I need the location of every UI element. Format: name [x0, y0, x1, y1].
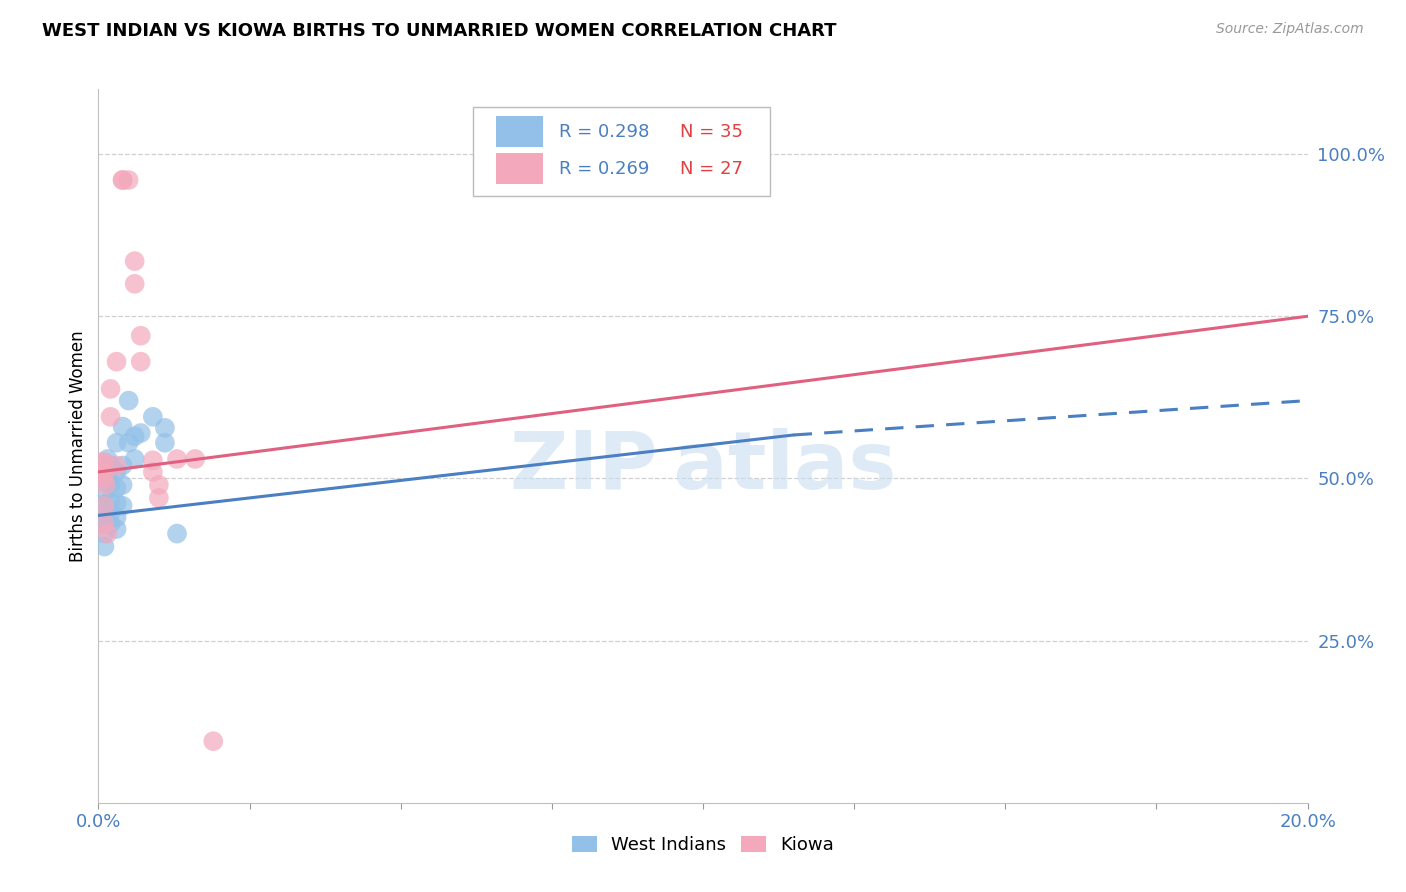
FancyBboxPatch shape: [496, 153, 543, 185]
Y-axis label: Births to Unmarried Women: Births to Unmarried Women: [69, 330, 87, 562]
Point: [100, 409, 122, 424]
Point: [90, 455, 112, 469]
Point: [111, 419, 134, 434]
Point: [105, 496, 128, 510]
Point: [105, 435, 128, 450]
Point: [90, 465, 112, 479]
Point: [100, 494, 122, 508]
Point: [93, 499, 115, 513]
Point: [129, 328, 152, 343]
Point: [129, 425, 152, 440]
Point: [124, 429, 146, 443]
Point: [96, 526, 118, 541]
Point: [93, 516, 115, 531]
Point: [166, 526, 188, 541]
Point: [166, 452, 188, 467]
FancyBboxPatch shape: [496, 116, 543, 147]
Point: [96, 452, 118, 467]
Point: [105, 510, 128, 524]
Point: [105, 522, 128, 536]
Point: [98, 465, 121, 479]
FancyBboxPatch shape: [474, 107, 769, 196]
Point: [111, 478, 134, 492]
Point: [124, 254, 146, 268]
Point: [153, 435, 176, 450]
Legend: West Indians, Kiowa: West Indians, Kiowa: [564, 829, 842, 862]
Point: [105, 465, 128, 479]
Point: [93, 484, 115, 499]
Text: ZIP atlas: ZIP atlas: [510, 428, 896, 507]
Point: [118, 173, 141, 187]
Point: [148, 491, 170, 505]
Point: [142, 409, 165, 424]
Text: Source: ZipAtlas.com: Source: ZipAtlas.com: [1216, 22, 1364, 37]
Point: [100, 516, 122, 531]
Point: [118, 393, 141, 408]
Point: [111, 173, 134, 187]
Point: [124, 277, 146, 291]
Text: WEST INDIAN VS KIOWA BIRTHS TO UNMARRIED WOMEN CORRELATION CHART: WEST INDIAN VS KIOWA BIRTHS TO UNMARRIED…: [42, 22, 837, 40]
Point: [184, 452, 207, 467]
Point: [94, 478, 117, 492]
Point: [124, 452, 146, 467]
Point: [100, 478, 122, 492]
Point: [100, 505, 122, 519]
Point: [93, 540, 115, 554]
Text: R = 0.298: R = 0.298: [560, 122, 650, 141]
Point: [93, 455, 115, 469]
Text: N = 35: N = 35: [681, 122, 742, 141]
Point: [111, 499, 134, 513]
Point: [91, 514, 114, 528]
Text: N = 27: N = 27: [681, 160, 742, 178]
Point: [148, 478, 170, 492]
Point: [100, 458, 122, 473]
Point: [93, 500, 115, 515]
Point: [105, 481, 128, 495]
Point: [153, 421, 176, 435]
Point: [93, 471, 115, 485]
Point: [93, 526, 115, 541]
Point: [91, 497, 114, 511]
Point: [111, 458, 134, 473]
Point: [100, 382, 122, 396]
Point: [93, 467, 115, 481]
Point: [105, 458, 128, 473]
Point: [96, 471, 118, 485]
Point: [142, 453, 165, 467]
Point: [202, 734, 225, 748]
Point: [91, 471, 114, 485]
Point: [142, 465, 165, 479]
Point: [118, 435, 141, 450]
Point: [129, 354, 152, 368]
Point: [93, 516, 115, 531]
Point: [105, 354, 128, 368]
Text: R = 0.269: R = 0.269: [560, 160, 650, 178]
Point: [111, 173, 134, 187]
